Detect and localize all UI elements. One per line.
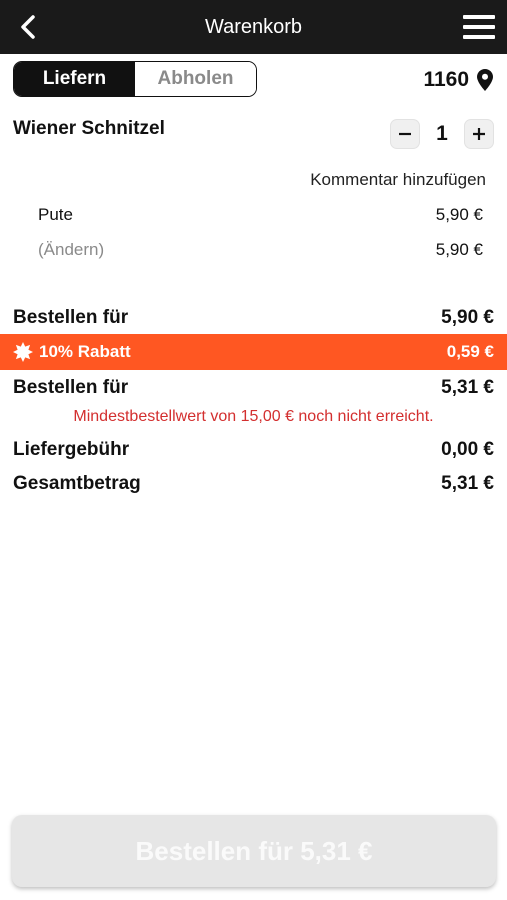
cart-item-name: Wiener Schnitzel: [13, 118, 165, 139]
subtotal-row: Bestellen für 5,90 €: [13, 300, 494, 336]
quantity-value: 1: [436, 122, 448, 145]
discount-label: 10% Rabatt: [39, 342, 131, 361]
delivery-mode-toggle: Liefern Abholen: [13, 61, 257, 97]
quantity-stepper: 1: [390, 119, 494, 149]
tab-liefern[interactable]: Liefern: [14, 62, 135, 96]
delivery-fee-row: Liefergebühr 0,00 €: [13, 432, 494, 468]
change-option-link[interactable]: (Ändern): [38, 240, 105, 259]
postal-code: 1160: [423, 68, 469, 91]
grand-total-value: 5,31 €: [441, 473, 494, 494]
minus-icon: [399, 132, 411, 136]
page-title: Warenkorb: [204, 16, 303, 38]
discounted-total-label: Bestellen für: [13, 377, 129, 398]
delivery-location[interactable]: 1160: [423, 64, 493, 96]
tab-abholen[interactable]: Abholen: [135, 62, 256, 96]
subtotal-value: 5,90 €: [441, 307, 494, 328]
option-price: 5,90 €: [435, 205, 483, 224]
delivery-fee-value: 0,00 €: [441, 439, 494, 460]
discount-row: 10% Rabatt 0,59 €: [0, 334, 507, 370]
increase-quantity-button[interactable]: [464, 119, 494, 149]
grand-total-label: Gesamtbetrag: [13, 473, 141, 494]
minimum-order-warning: Mindestbestellwert von 15,00 € noch nich…: [73, 408, 434, 425]
menu-button[interactable]: [461, 13, 497, 41]
badge-burst-icon: [13, 342, 33, 362]
decrease-quantity-button[interactable]: [390, 119, 420, 149]
discounted-total-row: Bestellen für 5,31 €: [13, 370, 494, 406]
discount-value: 0,59 €: [446, 342, 494, 361]
back-button[interactable]: [14, 13, 42, 41]
item-option-row: (Ändern) 5,90 €: [38, 240, 483, 260]
chevron-left-icon: [21, 15, 35, 39]
subtotal-label: Bestellen für: [13, 307, 129, 328]
top-app-bar: Warenkorb: [0, 0, 507, 54]
option-label: Pute: [38, 205, 73, 224]
map-pin-icon: [477, 69, 493, 91]
discounted-total-value: 5,31 €: [441, 377, 494, 398]
plus-icon: [473, 128, 485, 140]
item-option-row: Pute 5,90 €: [38, 205, 483, 225]
grand-total-row: Gesamtbetrag 5,31 €: [13, 466, 494, 502]
delivery-fee-label: Liefergebühr: [13, 439, 130, 460]
option-price: 5,90 €: [435, 240, 483, 259]
place-order-button[interactable]: Bestellen für 5,31 €: [12, 815, 496, 887]
add-comment-link[interactable]: Kommentar hinzufügen: [310, 170, 486, 189]
